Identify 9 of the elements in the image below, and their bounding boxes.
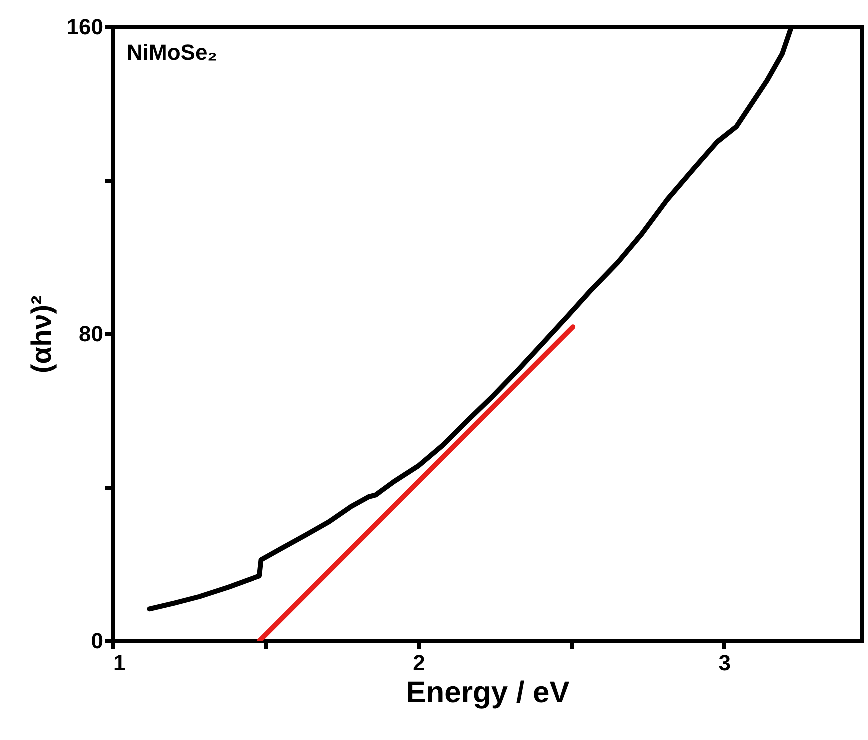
x-tick-label: 1 — [114, 650, 126, 676]
annotation: NiMoSe₂ — [127, 40, 218, 65]
y-tick-label: 80 — [79, 322, 104, 346]
x-tick-label: 3 — [718, 650, 732, 676]
y-tick-label: 0 — [91, 628, 104, 654]
y-tick-label: 160 — [66, 14, 104, 40]
x-tick-label: 2 — [413, 650, 426, 676]
y-axis-title: (αhν)² — [26, 296, 57, 374]
x-axis-title: Energy / eV — [406, 676, 570, 710]
